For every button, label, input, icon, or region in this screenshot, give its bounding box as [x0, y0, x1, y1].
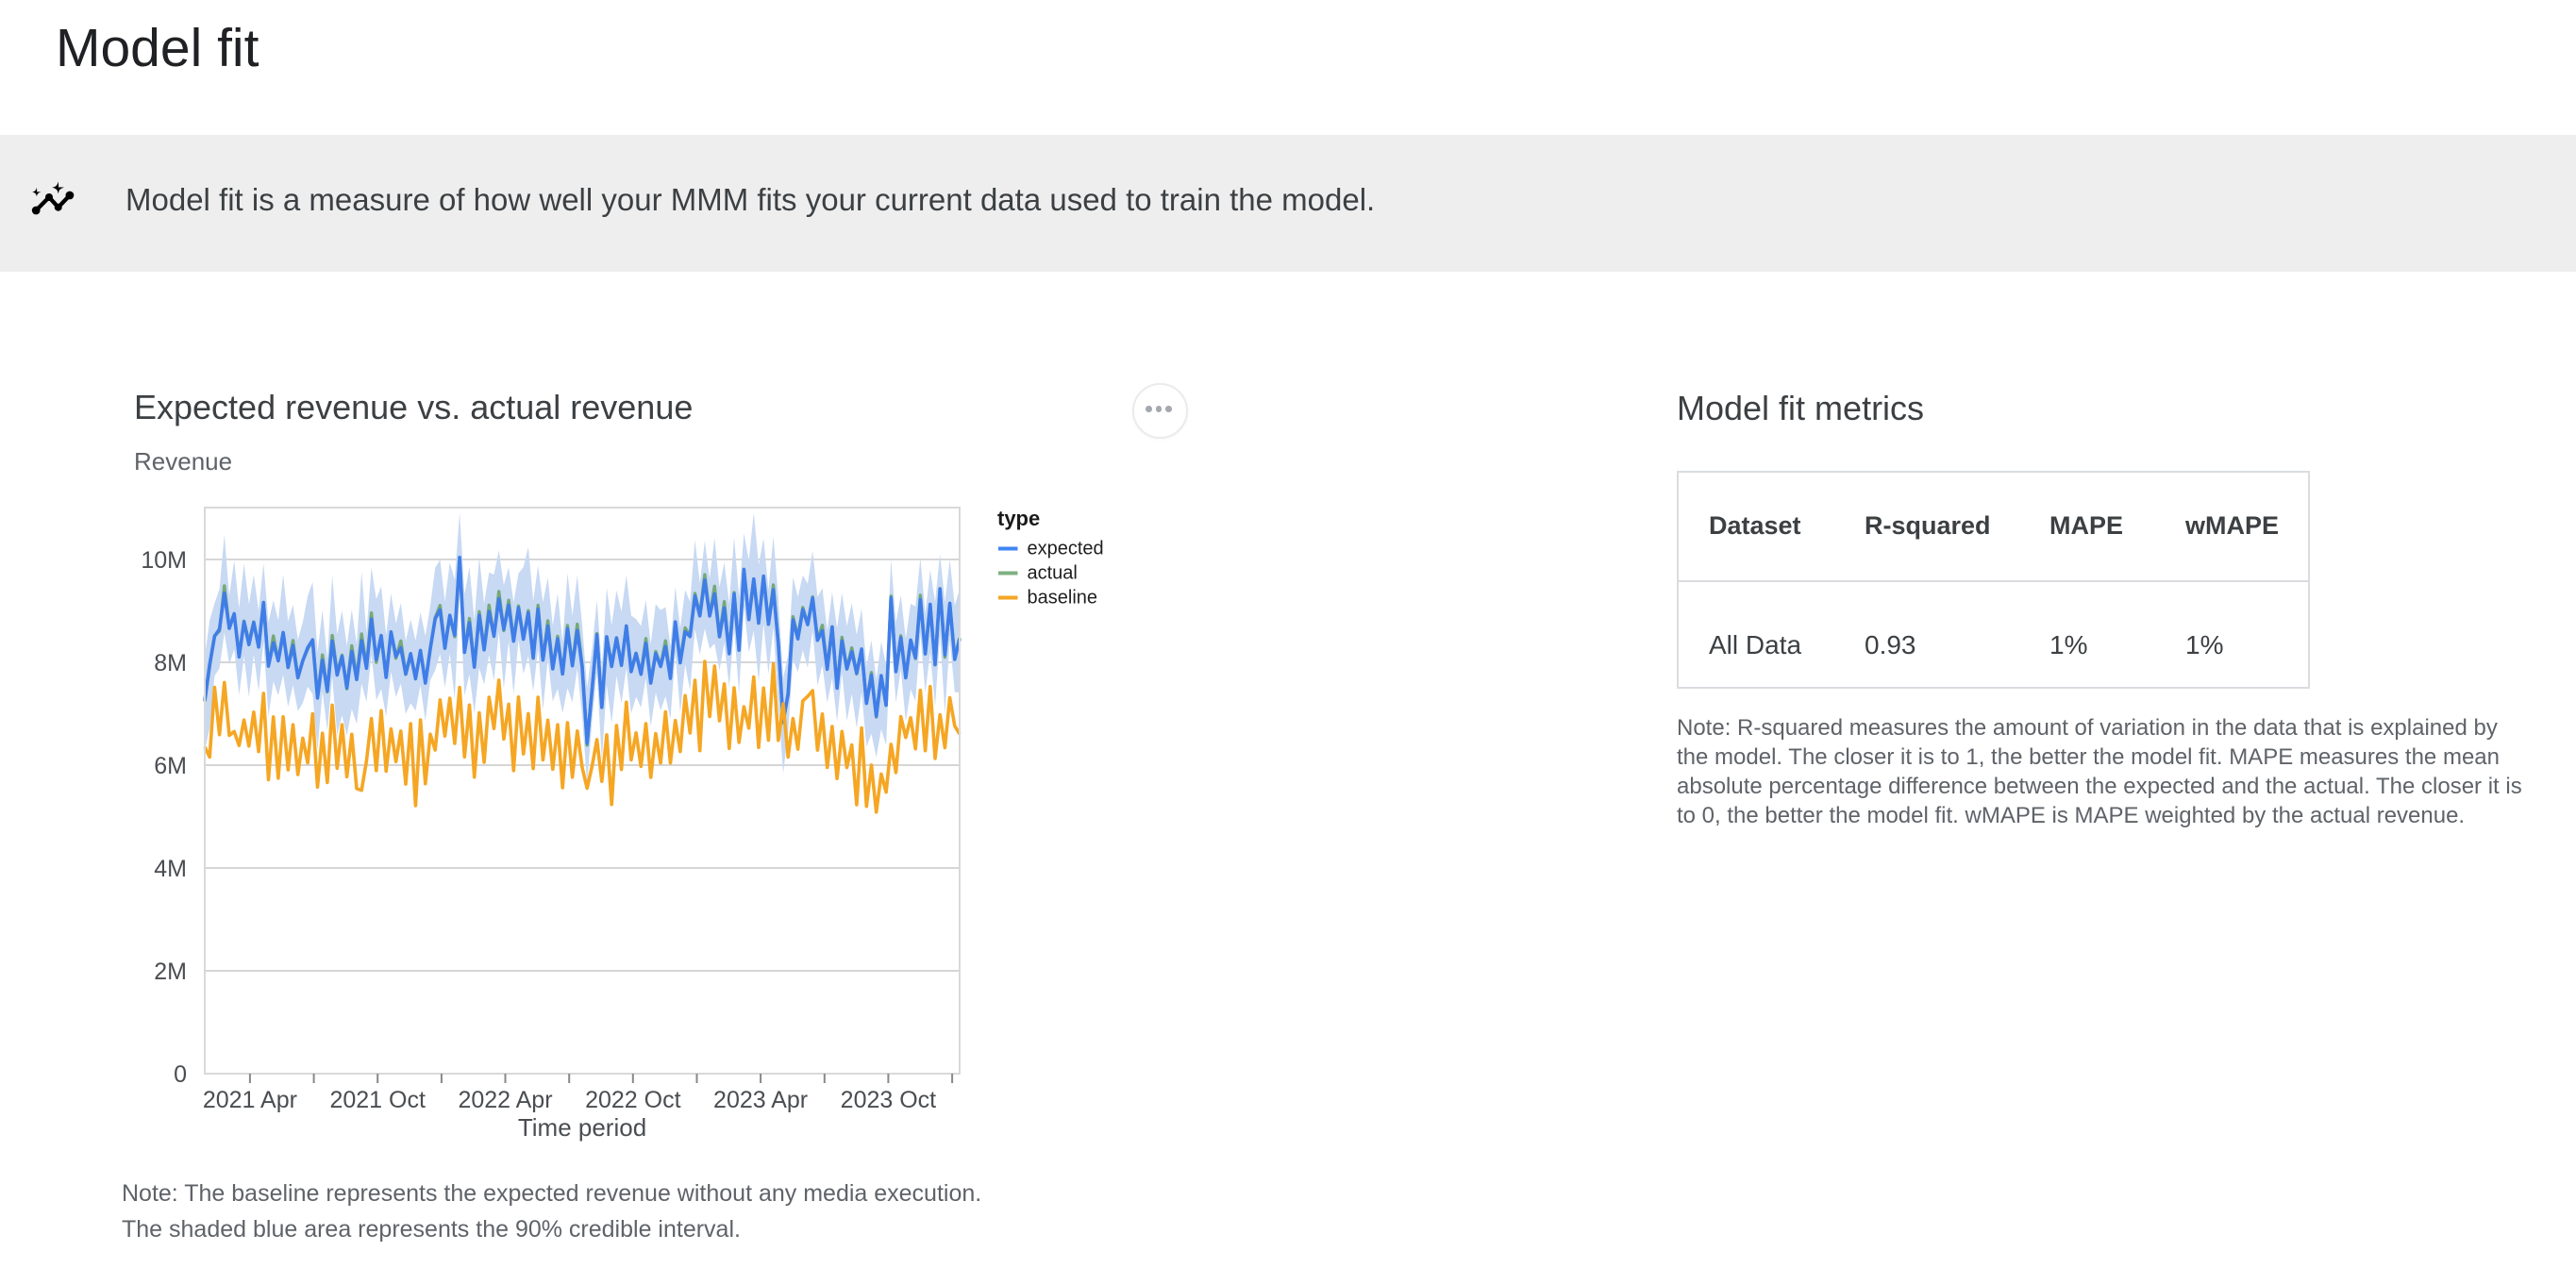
svg-text:2022 Oct: 2022 Oct — [585, 1087, 681, 1113]
svg-text:Time period: Time period — [518, 1113, 646, 1142]
svg-text:10M: 10M — [141, 547, 187, 574]
svg-text:2023 Oct: 2023 Oct — [841, 1087, 937, 1113]
svg-text:2M: 2M — [154, 959, 187, 985]
svg-text:0: 0 — [174, 1061, 187, 1088]
svg-text:expected: expected — [1028, 539, 1104, 559]
svg-text:2021 Apr: 2021 Apr — [203, 1087, 297, 1113]
svg-text:2021 Oct: 2021 Oct — [329, 1087, 426, 1113]
svg-text:type: type — [997, 507, 1040, 530]
svg-text:baseline: baseline — [1028, 588, 1098, 609]
svg-text:2022 Apr: 2022 Apr — [458, 1087, 552, 1113]
svg-text:4M: 4M — [154, 856, 187, 882]
svg-text:actual: actual — [1028, 563, 1078, 584]
svg-text:8M: 8M — [154, 650, 187, 676]
svg-text:6M: 6M — [154, 753, 187, 779]
svg-text:2023 Apr: 2023 Apr — [713, 1087, 808, 1113]
